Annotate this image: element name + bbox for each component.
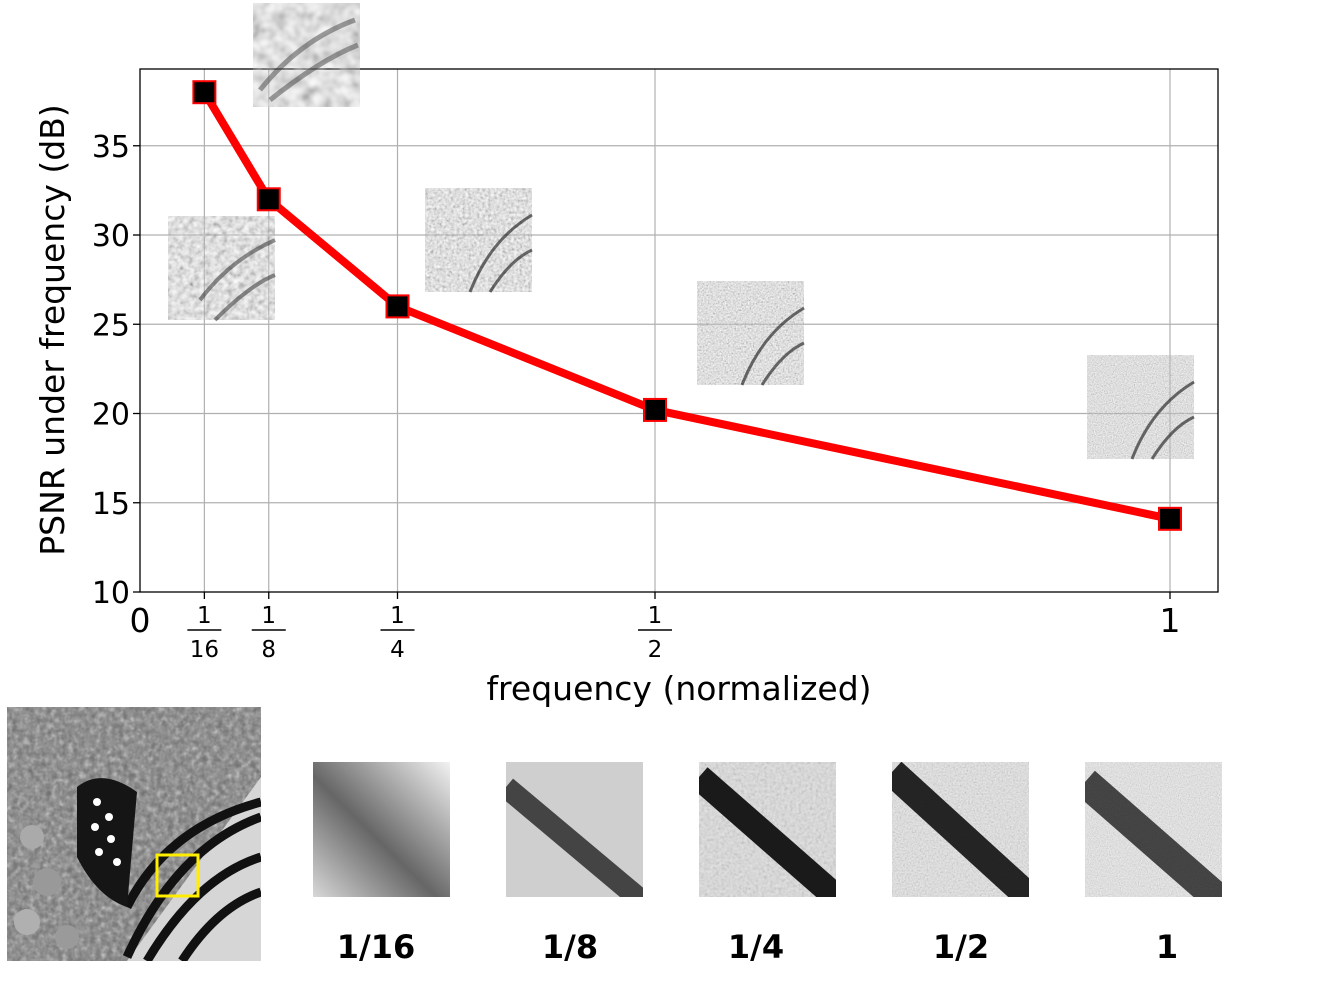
x-tick-label-4: 1	[1160, 601, 1181, 640]
y-tick-label-15: 15	[92, 487, 130, 522]
x-tick-denominator-0: 16	[190, 637, 219, 663]
x-tick-numerator-3: 1	[648, 603, 663, 629]
patch-1-2	[892, 762, 1029, 897]
y-axis-label: PSNR under frequency (dB)	[33, 104, 72, 555]
x-tick-denominator-3: 2	[648, 637, 663, 663]
patch-1	[1085, 762, 1222, 897]
grid-lines	[140, 69, 1218, 592]
inset-thumbnail-1-4	[425, 188, 533, 293]
y-tick-label-25: 25	[92, 308, 130, 343]
x-tick-denominator-1: 8	[261, 637, 276, 663]
psnr-series	[192, 80, 1182, 531]
x-tick-numerator-0: 1	[197, 603, 212, 629]
data-point-2	[385, 294, 410, 319]
y-tick-label-30: 30	[92, 219, 130, 254]
patch-1-16	[313, 762, 450, 897]
y-axis-ticks: 10 15 20 25 30 35	[92, 130, 140, 611]
y-tick-label-20: 20	[92, 398, 130, 433]
data-point-3	[643, 397, 667, 422]
y-tick-label-10: 10	[92, 576, 130, 611]
data-point-4	[1158, 506, 1182, 531]
patch-label-1-8: 1/8	[541, 928, 599, 966]
inset-thumbnail-1-8	[168, 216, 276, 322]
x-tick-label-0: 0	[130, 601, 151, 640]
y-tick-label-35: 35	[92, 130, 130, 165]
inset-thumbnail-1-2	[697, 281, 805, 386]
x-tick-numerator-2: 1	[390, 603, 405, 629]
data-point-0	[192, 80, 217, 105]
series-line	[200, 90, 1171, 523]
inset-thumbnail-1	[1087, 355, 1195, 460]
butterfly-source-image	[7, 707, 261, 961]
patch-1-8	[506, 762, 643, 897]
patch-label-1-2: 1/2	[932, 928, 990, 966]
patch-label-1-4: 1/4	[727, 928, 785, 966]
x-tick-denominator-2: 4	[390, 637, 405, 663]
x-axis-label: frequency (normalized)	[486, 669, 871, 708]
patch-1-4	[699, 762, 836, 897]
data-point-1	[256, 187, 281, 212]
patch-label-1: 1	[1155, 928, 1179, 966]
patch-label-1-16: 1/16	[336, 928, 416, 966]
highlight-box	[155, 853, 200, 898]
psnr-frequency-chart: 10 15 20 25 30 35 0 1 16 1 8 1 4 1 2 1 frequency (norm…	[33, 3, 1219, 708]
plot-area-frame	[139, 68, 1219, 593]
x-axis-ticks: 0 1 16 1 8 1 4 1 2 1	[130, 592, 1181, 663]
x-tick-numerator-1: 1	[261, 603, 276, 629]
inset-thumbnail-1-16	[253, 3, 360, 107]
